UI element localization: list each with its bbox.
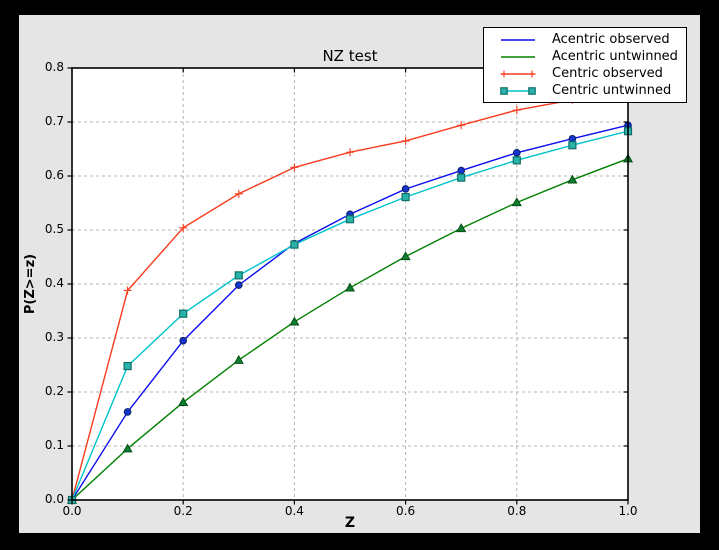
legend-item-label: Acentric observed [552,32,670,47]
y-tick-label: 0.4 [44,276,64,290]
legend-marker-plus [528,70,536,77]
legend-item-label: Centric observed [552,66,663,81]
legend-line-sample [501,38,535,41]
legend-item-centric-untwinned: Centric untwinned [484,82,686,99]
legend-line-sample [501,55,535,58]
legend-marker-square [500,86,508,95]
legend-line-sample [500,70,536,77]
legend-item-acentric-observed: Acentric observed [484,31,686,48]
y-tick-label: 0.7 [44,114,64,128]
x-tick-label: 0.0 [62,504,82,518]
y-tick-label: 0.2 [44,384,64,398]
x-tick-label: 0.6 [396,504,416,518]
legend-item-centric-observed: Centric observed [484,65,686,82]
y-tick-label: 0.8 [44,60,64,74]
x-tick-label: 0.4 [284,504,304,518]
x-tick-label: 0.2 [173,504,193,518]
legend-item-acentric-untwinned: Acentric untwinned [484,48,686,65]
y-tick-label: 0.6 [44,168,64,182]
legend-item-label: Centric untwinned [552,83,672,98]
legend: Acentric observed Acentric untwinned Centr… [483,27,687,103]
legend-marker-square [528,86,536,95]
tick-marks [67,67,629,505]
x-tick-label: 1.0 [618,504,638,518]
legend-line-sample [500,86,536,95]
legend-item-label: Acentric untwinned [552,49,678,64]
y-tick-label: 0.0 [44,492,64,506]
x-tick-label: 0.8 [507,504,527,518]
y-tick-label: 0.1 [44,438,64,452]
series-acentric-untwinned [66,153,634,504]
y-tick-label: 0.3 [44,330,64,344]
legend-marker-plus [500,70,508,77]
y-tick-label: 0.5 [44,222,64,236]
